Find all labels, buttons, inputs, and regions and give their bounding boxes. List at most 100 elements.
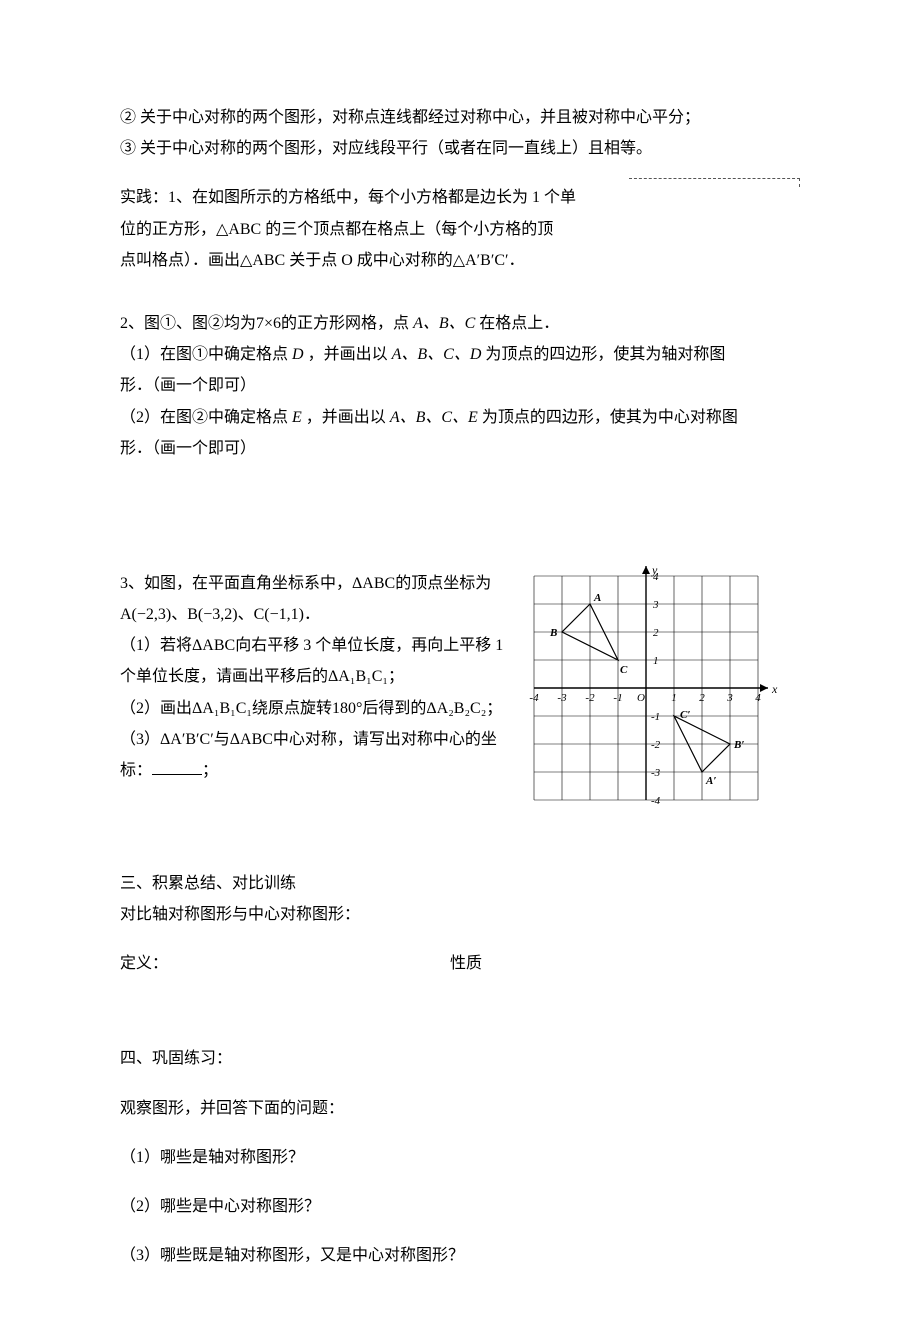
delta-abc: ΔABC	[192, 637, 235, 654]
svg-text:A: A	[593, 592, 601, 604]
sep: 、	[238, 606, 254, 623]
text: 3、如图，在平面直角坐标系中，	[120, 575, 352, 592]
coord-b: B(−3,2)	[187, 606, 237, 623]
svg-text:3: 3	[726, 692, 733, 704]
svg-text:y: y	[651, 566, 658, 577]
svg-text:4: 4	[755, 692, 761, 704]
triangle-abc: △ABC	[240, 252, 285, 269]
section-4-q2: （2）哪些是中心对称图形？	[120, 1193, 800, 1220]
svg-text:2: 2	[653, 627, 659, 639]
text: 位的正方形，	[120, 221, 216, 238]
svg-text:-4: -4	[651, 795, 661, 806]
text: 中心对称，请写出对称中心的坐	[273, 731, 497, 748]
svg-text:-3: -3	[557, 692, 567, 704]
coord-c: C(−1,1)	[254, 606, 304, 623]
points-abce: A、B、C、E	[390, 409, 478, 426]
point-d: D	[292, 346, 304, 363]
svg-text:-4: -4	[529, 692, 539, 704]
sep: 、	[171, 606, 187, 623]
text: 为顶点的四边形，使其为中心对称图	[482, 409, 738, 426]
svg-text:-1: -1	[651, 711, 660, 723]
points-abc: A、B、C	[413, 315, 475, 332]
question-3-part-2: （2）画出ΔA₁B₁C₁绕原点旋转180°后得到的ΔA₂B₂C₂；	[120, 695, 510, 722]
question-3-line-1: 3、如图，在平面直角坐标系中，ΔABC的顶点坐标为	[120, 570, 510, 597]
section-3-def-prop: 定义：性质	[120, 950, 800, 977]
section-4-q3: （3）哪些既是轴对称图形，又是中心对称图形？	[120, 1242, 800, 1269]
triangle-abc: △ABC	[216, 221, 261, 238]
svg-text:1: 1	[653, 655, 659, 667]
text: 的三个顶点都在格点上（每个小方格的顶	[261, 221, 553, 238]
section-4-title: 四、巩固练习：	[120, 1045, 800, 1072]
question-3-part-3a: （3）ΔA′B′C′与ΔABC中心对称，请写出对称中心的坐	[120, 726, 510, 753]
semicolon: ；	[202, 762, 218, 779]
text: （3）	[120, 731, 160, 748]
svg-text:O: O	[637, 692, 645, 704]
text: 2、图①、图②均为	[120, 315, 256, 332]
svg-text:-2: -2	[585, 692, 595, 704]
statement-2: ② 关于中心对称的两个图形，对称点连线都经过对称中心，并且被对称中心平分；	[120, 104, 800, 131]
svg-text:C: C	[620, 664, 628, 676]
text: 实践：1、在如图所示的方格纸中，每个小方格都是边长为 1 个单	[120, 189, 576, 206]
text: ，并画出以	[306, 409, 386, 426]
text: 在格点上．	[479, 315, 559, 332]
points-abcd: A、B、C、D	[392, 346, 482, 363]
question-3-part-1a: （1）若将ΔABC向右平移 3 个单位长度，再向上平移 1	[120, 632, 510, 659]
text: （1）若将	[120, 637, 192, 654]
period: ．	[304, 606, 320, 623]
practice-1-line-1: 实践：1、在如图所示的方格纸中，每个小方格都是边长为 1 个单	[120, 184, 800, 211]
question-2-part-2: （2）在图②中确定格点 E ，并画出以 A、B、C、E 为顶点的四边形，使其为中…	[120, 404, 800, 431]
text: 向右平移 3 个单位长度，再向上平移 1	[235, 637, 503, 654]
semicolon: ；	[486, 700, 502, 717]
text: 关于点 O 成中心对称的	[285, 252, 453, 269]
svg-text:2: 2	[699, 692, 705, 704]
svg-text:1: 1	[671, 692, 677, 704]
period: ．	[508, 252, 524, 269]
grid-size: 7×6	[256, 315, 281, 332]
text: （2）画出	[120, 700, 192, 717]
definition-label: 定义：	[120, 950, 450, 977]
question-2-part-1: （1）在图①中确定格点 D ，并画出以 A、B、C、D 为顶点的四边形，使其为轴…	[120, 341, 800, 368]
statement-3: ③ 关于中心对称的两个图形，对应线段平行（或者在同一直线上）且相等。	[120, 135, 800, 162]
text: 绕原点旋转	[252, 700, 332, 717]
text: （1）在图①中确定格点	[120, 346, 288, 363]
text: ，并画出以	[308, 346, 388, 363]
svg-text:A′: A′	[705, 775, 716, 787]
svg-text:-2: -2	[651, 739, 661, 751]
question-3-coords: A(−2,3)、B(−3,2)、C(−1,1)．	[120, 601, 510, 628]
text: 点叫格点）．画出	[120, 252, 240, 269]
coord-a: A(−2,3)	[120, 606, 171, 623]
delta-a1b1c1: ΔA₁B₁C₁	[192, 700, 252, 717]
figure-placeholder-dashes	[629, 178, 800, 187]
svg-text:-3: -3	[651, 767, 661, 779]
delta-a1b1c1: ΔA₁B₁C₁	[328, 668, 388, 685]
text: 的顶点坐标为	[395, 575, 491, 592]
svg-text:B: B	[549, 627, 557, 639]
coordinate-figure: -4-3-2-112341234-1-2-3-4OxyABCA′B′C′	[520, 566, 800, 806]
text: （2）在图②中确定格点	[120, 409, 288, 426]
text: 后得到的	[362, 700, 426, 717]
section-3-subtitle: 对比轴对称图形与中心对称图形：	[120, 901, 800, 928]
text: 标：	[120, 762, 152, 779]
svg-text:C′: C′	[680, 709, 690, 721]
point-e: E	[292, 409, 302, 426]
deg-180: 180°	[332, 700, 362, 717]
delta-a2b2c2: ΔA₂B₂C₂	[426, 700, 486, 717]
svg-text:-1: -1	[613, 692, 622, 704]
svg-text:B′: B′	[733, 739, 744, 751]
delta-abc: ΔABC	[230, 731, 273, 748]
svg-text:3: 3	[652, 599, 659, 611]
section-4-q1: （1）哪些是轴对称图形？	[120, 1144, 800, 1171]
text: 与	[214, 731, 230, 748]
question-2-line-1: 2、图①、图②均为7×6的正方形网格，点 A、B、C 在格点上．	[120, 310, 800, 337]
answer-blank[interactable]	[152, 758, 202, 775]
text: 为顶点的四边形，使其为轴对称图	[485, 346, 725, 363]
section-3-title: 三、积累总结、对比训练	[120, 870, 800, 897]
practice-1-line-2: 位的正方形，△ABC 的三个顶点都在格点上（每个小方格的顶	[120, 216, 800, 243]
semicolon: ；	[388, 668, 404, 685]
text: 个单位长度，请画出平移后的	[120, 668, 328, 685]
text: 的正方形网格，点	[281, 315, 409, 332]
question-3-part-3b: 标： ；	[120, 757, 510, 784]
delta-abc: ΔABC	[352, 575, 395, 592]
question-2-part-2-tail: 形．（画一个即可）	[120, 435, 800, 462]
section-4-intro: 观察图形，并回答下面的问题：	[120, 1095, 800, 1122]
